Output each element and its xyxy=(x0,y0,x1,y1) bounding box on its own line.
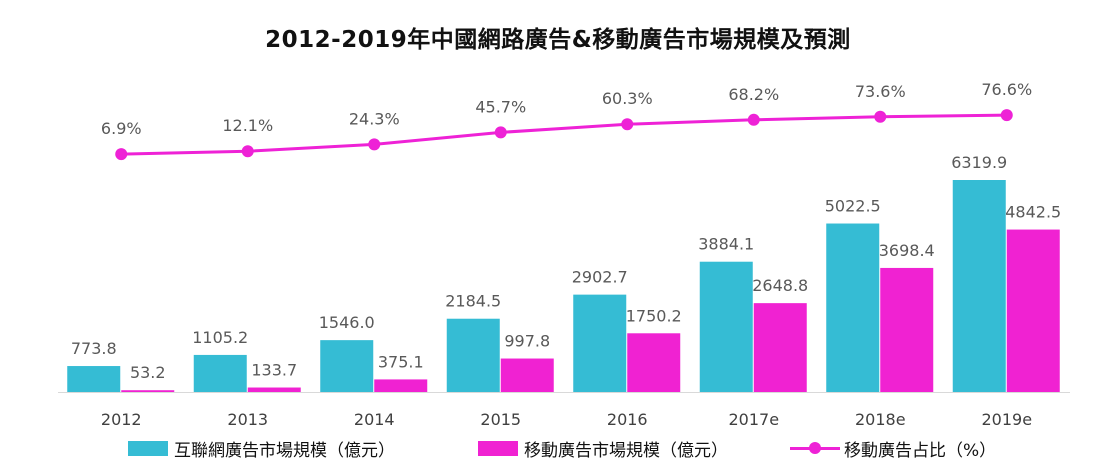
bar-internet-2016 xyxy=(573,294,627,392)
legend-label-mobile: 移動廣告市場規模（億元） xyxy=(524,440,728,461)
bar-label-mobile-2018e: 3698.4 xyxy=(879,241,935,260)
bar-label-internet-2019e: 6319.9 xyxy=(951,153,1007,172)
share-point-2013 xyxy=(241,145,254,158)
share-line xyxy=(121,113,1007,156)
share-point-2012 xyxy=(115,148,128,161)
x-tick-2016: 2016 xyxy=(607,410,648,429)
bar-internet-2017e xyxy=(699,261,753,392)
bar-mobile-2018e xyxy=(880,267,934,392)
share-point-2016 xyxy=(621,118,634,131)
share-label-2017e: 68.2% xyxy=(728,85,779,104)
bar-mobile-2016 xyxy=(627,333,681,392)
legend-item-internet: 互聯網廣告市場規模（億元） xyxy=(128,433,395,463)
share-point-2019e xyxy=(1000,109,1013,122)
bar-label-mobile-2017e: 2648.8 xyxy=(752,276,808,295)
bar-label-internet-2013: 1105.2 xyxy=(192,328,248,347)
bar-label-mobile-2019e: 4842.5 xyxy=(1005,203,1061,222)
bar-mobile-2013 xyxy=(247,387,301,392)
x-tick-2018e: 2018e xyxy=(855,410,906,429)
share-label-2018e: 73.6% xyxy=(855,82,906,101)
bar-internet-2014 xyxy=(320,340,374,392)
bar-internet-2013 xyxy=(193,354,247,392)
x-tick-2013: 2013 xyxy=(227,410,268,429)
share-point-2017e xyxy=(747,113,760,126)
share-point-2014 xyxy=(368,138,381,151)
share-label-2012: 6.9% xyxy=(101,119,142,138)
bar-label-internet-2018e: 5022.5 xyxy=(825,197,881,216)
legend-item-mobile: 移動廣告市場規模（億元） xyxy=(478,433,728,463)
bar-label-internet-2012: 773.8 xyxy=(71,339,117,358)
bar-label-internet-2017e: 3884.1 xyxy=(698,235,754,254)
bar-label-mobile-2012: 53.2 xyxy=(130,363,166,382)
bar-label-mobile-2014: 375.1 xyxy=(378,352,424,371)
bar-internet-2012 xyxy=(67,366,121,392)
x-tick-2019e: 2019e xyxy=(981,410,1032,429)
bar-internet-2018e xyxy=(826,223,880,392)
legend-item-share: 移動廣告占比（%） xyxy=(790,433,996,463)
bar-label-internet-2015: 2184.5 xyxy=(445,292,501,311)
share-label-2015: 45.7% xyxy=(475,97,526,116)
legend-line-share xyxy=(790,441,840,456)
legend-label-share: 移動廣告占比（%） xyxy=(844,440,997,461)
bar-internet-2019e xyxy=(952,180,1006,392)
x-tick-2012: 2012 xyxy=(101,410,142,429)
bar-mobile-2012 xyxy=(121,390,175,392)
chart-title: 2012-2019年中國網路廣告&移動廣告市場規模及預測 xyxy=(265,27,851,53)
bar-mobile-2017e xyxy=(753,303,807,392)
bar-mobile-2019e xyxy=(1006,229,1060,392)
bar-label-mobile-2016: 1750.2 xyxy=(626,306,682,325)
bar-label-internet-2014: 1546.0 xyxy=(319,313,375,332)
bar-label-mobile-2015: 997.8 xyxy=(504,332,550,351)
x-tick-2017e: 2017e xyxy=(728,410,779,429)
share-point-2015 xyxy=(494,126,507,139)
legend-swatch-internet xyxy=(128,440,168,456)
share-label-2014: 24.3% xyxy=(349,109,400,128)
legend-label-internet: 互聯網廣告市場規模（億元） xyxy=(174,440,395,461)
x-tick-2014: 2014 xyxy=(354,410,395,429)
bar-mobile-2014 xyxy=(374,379,428,392)
share-label-2016: 60.3% xyxy=(602,89,653,108)
x-tick-2015: 2015 xyxy=(480,410,521,429)
share-point-2018e xyxy=(874,110,887,123)
share-label-2019e: 76.6% xyxy=(981,80,1032,99)
bar-internet-2015 xyxy=(446,318,500,392)
chart-legend: 互聯網廣告市場規模（億元） 移動廣告市場規模（億元） 移動廣告占比（%） xyxy=(0,433,1116,463)
legend-swatch-mobile xyxy=(478,440,518,456)
bar-label-internet-2016: 2902.7 xyxy=(572,268,628,287)
bar-label-mobile-2013: 133.7 xyxy=(251,361,297,380)
bar-mobile-2015 xyxy=(500,358,554,392)
share-label-2013: 12.1% xyxy=(222,116,273,135)
